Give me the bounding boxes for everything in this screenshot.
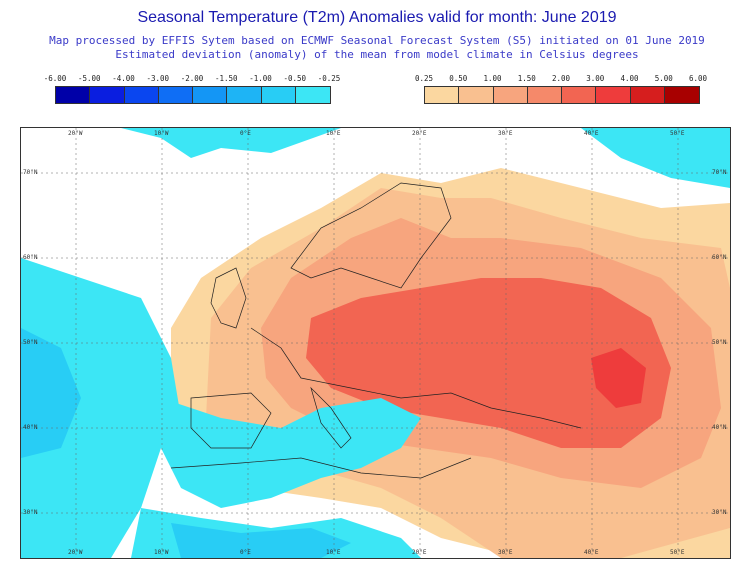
legend-negative-swatch [261,87,296,103]
longitude-label-bottom: 0°E [240,549,251,556]
legend-positive-tick-label: 2.00 [551,74,571,83]
coast-italy [310,386,352,449]
legend-negative-swatch [124,87,159,103]
map-subtitle-units: Estimated deviation (anomaly) of the mea… [115,48,639,61]
map-subtitle-processing: Map processed by EFFIS Sytem based on EC… [49,34,705,47]
legend-positive-swatch [425,87,460,103]
latitude-label-right: 40°N [712,424,727,431]
longitude-label-bottom: 10°W [154,549,169,556]
coast-scandinavia [290,182,452,289]
cold-region-mediterranean [161,398,421,508]
legend-negative: -6.00 -5.00 -4.00 -3.00 -2.00 -1.50 -1.00 -0.50… [44,74,341,114]
coastlines [170,182,582,479]
legend-negative-bar [55,86,331,104]
legend-positive-swatch [562,87,597,103]
legend-negative-tick-label: -6.00 [43,74,67,83]
latitude-label-left: 70°N [23,169,38,176]
cold-region-atlantic [21,258,181,558]
cold-region-north [121,128,341,158]
legend-negative-labels: -6.00 -5.00 -4.00 -3.00 -2.00 -1.50 -1.00 -0.50… [44,74,341,86]
longitude-label-top: 50°E [670,130,685,137]
legend-negative-tick-label: -2.00 [180,74,204,83]
legend-positive-tick-label: 4.00 [620,74,639,83]
latitude-label-right: 70°N [712,169,727,176]
anomaly-map-svg [21,128,730,558]
legend-positive-swatch [459,87,494,103]
latitude-label-left: 40°N [23,424,38,431]
legend-positive-tick-label: 3.00 [586,74,605,83]
legend-negative-tick-label: -1.50 [214,74,238,83]
coast-british-isles [210,267,247,329]
warm-region-hot [591,348,646,408]
legend-positive-tick-label: 0.25 [414,74,434,83]
legend-positive-swatch [630,87,665,103]
legend-negative-swatch [227,87,262,103]
legend-positive-swatch [596,87,631,103]
longitude-label-bottom: 40°E [584,549,599,556]
longitude-label-bottom: 10°E [326,549,341,556]
coast-africa-north [170,457,472,479]
legend-positive-bar [424,86,700,104]
cold-region-africa-mid [171,523,351,558]
longitude-label-top: 40°E [584,130,599,137]
longitude-label-bottom: 20°E [412,549,427,556]
longitude-label-bottom: 50°E [670,549,685,556]
longitude-label-bottom: 20°W [68,549,83,556]
legend-positive-labels: 0.25 0.50 1.00 1.50 2.00 3.00 4.00 5.00 6.00 [415,74,707,86]
legend-negative-swatch [90,87,125,103]
legend-negative-tick-label: -0.25 [317,74,341,83]
longitude-label-top: 10°W [154,130,169,137]
legend-negative-tick-label: -0.50 [283,74,307,83]
legend-positive-tick-label: 1.00 [483,74,502,83]
anomaly-map: 20°W 20°W 10°W 10°W 0°E 0°E 10°E 10°E 20°E 20°E 30… [20,127,731,559]
legend-positive-swatch [493,87,528,103]
legend-positive: 0.25 0.50 1.00 1.50 2.00 3.00 4.00 5.00 6.00 [415,74,707,114]
legend-positive-swatch [664,87,699,103]
legend-positive-swatch [527,87,562,103]
coast-iberia [190,392,272,449]
legend-positive-tick-label: 5.00 [654,74,673,83]
latitude-label-left: 50°N [23,339,38,346]
longitude-label-top: 30°E [498,130,513,137]
latitude-label-right: 60°N [712,254,727,261]
cold-region-atlantic-deep [21,328,81,458]
warm-region-strong [306,278,671,448]
graticule [21,128,730,558]
longitude-label-top: 20°W [68,130,83,137]
legend-negative-tick-label: -1.00 [249,74,272,83]
legend-negative-swatch [158,87,193,103]
legend-negative-swatch [295,87,330,103]
coast-continent [250,327,582,429]
longitude-label-top: 20°E [412,130,427,137]
latitude-label-right: 30°N [712,509,727,516]
map-title: Seasonal Temperature (T2m) Anomalies val… [137,9,617,26]
latitude-label-left: 30°N [23,509,38,516]
legend-positive-tick-label: 1.50 [517,74,536,83]
longitude-label-bottom: 30°E [498,549,513,556]
latitude-label-right: 50°N [712,339,727,346]
legend-positive-tick-label: 0.50 [449,74,468,83]
longitude-label-top: 0°E [240,130,251,137]
legend-negative-tick-label: -5.00 [77,74,101,83]
legend-negative-swatch [56,87,91,103]
legend-negative-tick-label: -3.00 [146,74,170,83]
legend-positive-tick-label: 6.00 [688,74,708,83]
longitude-label-top: 10°E [326,130,341,137]
legend-negative-swatch [193,87,228,103]
legend-negative-tick-label: -4.00 [112,74,135,83]
latitude-label-left: 60°N [23,254,38,261]
